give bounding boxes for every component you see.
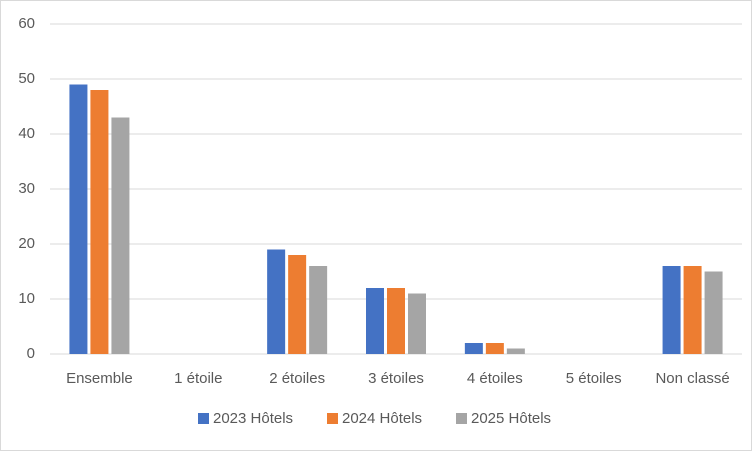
x-tick-label: Ensemble — [66, 370, 133, 387]
x-tick-label: 2 étoiles — [269, 370, 325, 387]
bar — [309, 266, 328, 354]
y-tick-label: 0 — [27, 345, 35, 362]
y-tick-label: 50 — [18, 70, 35, 87]
x-tick-label: 1 étoile — [174, 370, 222, 387]
bar — [111, 117, 130, 354]
bar — [69, 84, 88, 354]
bar — [288, 255, 307, 354]
bar — [683, 266, 702, 354]
legend-marker — [327, 413, 338, 424]
legend-label: 2025 Hôtels — [471, 410, 551, 427]
y-tick-label: 20 — [18, 235, 35, 252]
bar — [366, 288, 384, 354]
bar — [662, 266, 681, 354]
x-tick-label: 3 étoiles — [368, 370, 424, 387]
x-tick-label: 4 étoiles — [467, 370, 523, 387]
x-tick-label: Non classé — [655, 370, 729, 387]
y-tick-label: 10 — [18, 290, 35, 307]
bar — [408, 293, 426, 354]
bar — [704, 271, 723, 354]
bar — [485, 343, 504, 354]
bar — [464, 343, 483, 354]
bar — [506, 348, 525, 354]
y-tick-label: 30 — [18, 180, 35, 197]
y-tick-label: 60 — [18, 15, 35, 32]
bar — [387, 288, 405, 354]
bar — [267, 249, 286, 354]
legend-label: 2024 Hôtels — [342, 410, 422, 427]
legend-marker — [198, 413, 209, 424]
legend-label: 2023 Hôtels — [213, 410, 293, 427]
bar — [90, 90, 109, 354]
y-tick-label: 40 — [18, 125, 35, 142]
x-tick-label: 5 étoiles — [566, 370, 622, 387]
legend-marker — [456, 413, 467, 424]
